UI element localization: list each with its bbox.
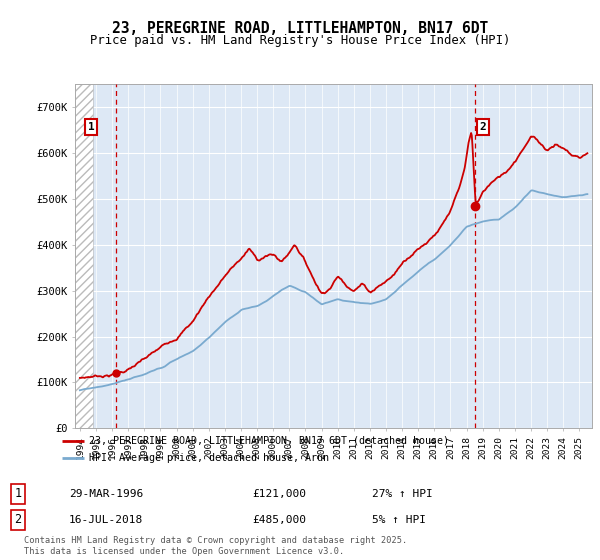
- Text: 2: 2: [479, 122, 486, 132]
- Text: HPI: Average price, detached house, Arun: HPI: Average price, detached house, Arun: [89, 452, 329, 463]
- Text: 29-MAR-1996: 29-MAR-1996: [69, 489, 143, 499]
- Text: 23, PEREGRINE ROAD, LITTLEHAMPTON, BN17 6DT (detached house): 23, PEREGRINE ROAD, LITTLEHAMPTON, BN17 …: [89, 436, 449, 446]
- Text: £121,000: £121,000: [252, 489, 306, 499]
- Text: 1: 1: [88, 122, 95, 132]
- Text: 1: 1: [14, 487, 22, 501]
- Text: 5% ↑ HPI: 5% ↑ HPI: [372, 515, 426, 525]
- Text: Contains HM Land Registry data © Crown copyright and database right 2025.
This d: Contains HM Land Registry data © Crown c…: [24, 536, 407, 556]
- Text: Price paid vs. HM Land Registry's House Price Index (HPI): Price paid vs. HM Land Registry's House …: [90, 34, 510, 46]
- Text: £485,000: £485,000: [252, 515, 306, 525]
- Text: 23, PEREGRINE ROAD, LITTLEHAMPTON, BN17 6DT: 23, PEREGRINE ROAD, LITTLEHAMPTON, BN17 …: [112, 21, 488, 36]
- Text: 27% ↑ HPI: 27% ↑ HPI: [372, 489, 433, 499]
- Text: 16-JUL-2018: 16-JUL-2018: [69, 515, 143, 525]
- Text: 2: 2: [14, 513, 22, 526]
